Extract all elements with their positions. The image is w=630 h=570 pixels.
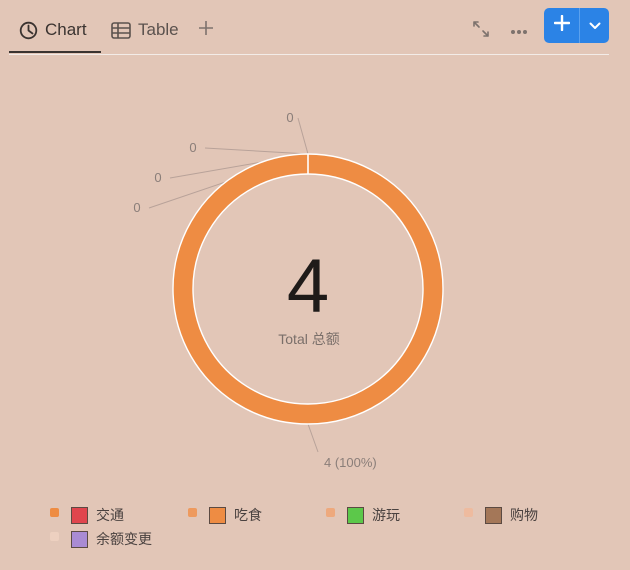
tab-table[interactable]: Table (111, 17, 179, 43)
tab-bar: Chart Table (9, 0, 609, 55)
donut-chart: 04 (100%)000 4 Total 总额 (133, 110, 444, 470)
legend-swatch (71, 530, 88, 548)
legend-marker (50, 507, 59, 517)
legend-swatch (347, 506, 364, 524)
plus-icon (198, 16, 214, 42)
table-icon (111, 21, 131, 39)
split-button-divider (579, 8, 580, 43)
total-value: 4 (287, 244, 329, 329)
plus-icon (553, 14, 570, 36)
legend-label: 游玩 (372, 507, 400, 523)
expand-button[interactable] (470, 20, 492, 42)
legend-label: 余额变更 (96, 531, 152, 547)
new-record-button[interactable] (544, 8, 579, 43)
add-tab-button[interactable] (196, 15, 216, 43)
legend-swatch (209, 506, 226, 524)
more-options-button[interactable] (508, 20, 530, 42)
legend-item[interactable]: 余额变更 (50, 529, 188, 549)
slice-label-4: 0 (133, 200, 140, 215)
pie-chart-icon (19, 21, 38, 40)
leader-line-0 (297, 117, 309, 155)
donut-slice-1[interactable] (172, 153, 444, 425)
slice-label-1: 4 (100%) (324, 455, 377, 470)
tab-table-label: Table (138, 20, 179, 39)
expand-icon (472, 20, 490, 43)
legend-item[interactable]: 购物 (464, 505, 602, 525)
legend-swatch (485, 506, 502, 524)
chevron-down-icon (589, 17, 601, 35)
legend-item[interactable]: 吃食 (188, 505, 326, 525)
legend-swatch (71, 506, 88, 524)
slice-label-2: 0 (189, 140, 196, 155)
legend-marker (50, 531, 59, 541)
new-record-dropdown-button[interactable] (580, 8, 609, 43)
leader-line-2 (204, 147, 309, 155)
legend-marker (188, 507, 197, 517)
donut-slices (172, 153, 444, 425)
legend-marker (464, 507, 473, 517)
slice-label-3: 0 (154, 170, 161, 185)
slice-labels: 04 (100%)000 (133, 110, 376, 470)
legend-label: 购物 (510, 507, 538, 523)
new-record-split-button (544, 8, 609, 43)
tab-chart[interactable]: Chart (19, 17, 87, 43)
active-tab-indicator (9, 51, 101, 53)
slice-label-0: 0 (286, 110, 293, 125)
leader-line-1 (307, 423, 319, 453)
legend-label: 吃食 (234, 507, 262, 523)
total-label: Total 总额 (278, 331, 339, 347)
legend-marker (326, 507, 335, 517)
legend-item[interactable]: 交通 (50, 505, 188, 525)
chart-legend: 交通 吃食 游玩 购物余额变更 (50, 505, 610, 549)
legend-label: 交通 (96, 507, 124, 523)
tab-chart-label: Chart (45, 20, 87, 39)
legend-item[interactable]: 游玩 (326, 505, 464, 525)
more-icon (510, 22, 528, 40)
